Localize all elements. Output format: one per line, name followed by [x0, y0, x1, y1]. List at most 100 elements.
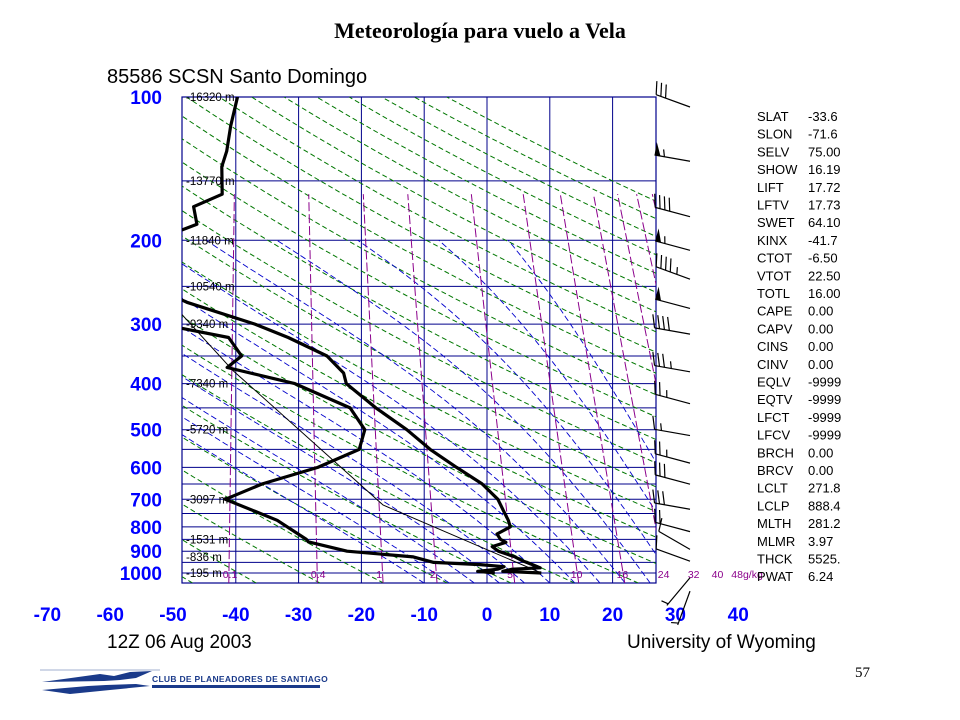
credit-label: University of Wyoming [627, 632, 816, 653]
pressure-tick-label: 500 [130, 421, 162, 442]
moist-adiabat-line [182, 352, 525, 583]
index-value: -9999 [808, 392, 841, 407]
mixing-ratio-line [308, 194, 318, 583]
mixing-ratio-label: 0.4 [311, 569, 326, 581]
plot-frame [181, 96, 657, 584]
temperature-profile-line [182, 97, 542, 575]
mixing-ratio-label: 16 [617, 569, 629, 581]
index-name: CAPV [757, 321, 793, 336]
page-number: 57 [855, 665, 870, 681]
slide-title: Meteorología para vuelo a Vela [334, 18, 626, 43]
dry-adiabat-line [218, 97, 656, 333]
pressure-tick-label: 700 [130, 490, 162, 511]
mixing-ratio-label: 24 [658, 569, 670, 581]
wind-barb [671, 590, 691, 626]
mixing-ratio-line [636, 194, 656, 287]
glider-logo-icon [40, 669, 160, 694]
index-name: THCK [757, 552, 793, 567]
index-value: -9999 [808, 375, 841, 390]
index-name: SLAT [757, 109, 789, 124]
pressure-tick-label: 400 [130, 375, 162, 396]
chart-title: 85586 SCSN Santo Domingo [107, 66, 367, 88]
temperature-tick-label: 0 [482, 605, 493, 626]
mixing-ratio-label: 10 [571, 569, 583, 581]
wind-barb [661, 577, 691, 606]
dry-adiabat-line [182, 316, 656, 565]
index-name: LFTV [757, 198, 789, 213]
index-value: 0.00 [808, 463, 833, 478]
temperature-tick-label: 30 [665, 605, 686, 626]
height-label: -1531 m [186, 534, 228, 546]
height-label: -16320 m [186, 92, 235, 104]
wind-barbs [652, 81, 691, 626]
index-name: KINX [757, 233, 788, 248]
index-value: -9999 [808, 410, 841, 425]
logo-text: CLUB DE PLANEADORES DE SANTIAGO [152, 674, 328, 684]
height-label: -10540 m [186, 281, 235, 293]
dry-adiabat-line [182, 235, 656, 488]
index-name: SWET [757, 215, 795, 230]
stability-indices-table: SLAT -33.6 SLON -71.6 SELV 75.00 SHOW 16.19 LIFT… [757, 109, 841, 584]
index-value: 0.00 [808, 321, 833, 336]
index-value: -41.7 [808, 233, 838, 248]
mixing-ratio-line [228, 194, 235, 583]
wind-barb [658, 518, 691, 550]
index-value: 17.73 [808, 198, 841, 213]
height-label: -195 m [186, 568, 222, 580]
index-value: 6.24 [808, 569, 833, 584]
wind-barb [655, 286, 691, 310]
dry-adiabat-line [182, 288, 656, 538]
mixing-ratio-line [362, 194, 384, 583]
index-name: SELV [757, 144, 790, 159]
club-logo: CLUB DE PLANEADORES DE SANTIAGO [40, 669, 328, 694]
wind-barb [652, 415, 691, 437]
wind-barb [654, 193, 691, 218]
time-label: 12Z 06 Aug 2003 [107, 632, 252, 653]
wind-barb [652, 314, 691, 335]
mixing-ratio-label: 2 [430, 569, 436, 581]
temperature-tick-label: 10 [539, 605, 560, 626]
mixing-ratio-line [592, 194, 656, 532]
index-name: LCLP [757, 498, 790, 513]
wind-barb [652, 489, 691, 510]
dry-adiabat-line [316, 97, 656, 274]
sounding-profiles [182, 97, 542, 575]
wind-barb [654, 142, 691, 162]
moist-adiabat-line [182, 297, 576, 583]
temperature-tick-label: -60 [96, 605, 123, 626]
moist-adiabat-line [182, 263, 601, 583]
pressure-tick-label: 200 [130, 231, 162, 252]
temperature-tick-label: -70 [34, 605, 61, 626]
wind-barb [655, 535, 691, 562]
temperature-tick-label: 20 [602, 605, 623, 626]
dry-adiabat-line [182, 436, 448, 583]
pressure-tick-label: 100 [130, 88, 162, 109]
index-name: CAPE [757, 304, 793, 319]
height-label: -9340 m [186, 319, 228, 331]
moist-adiabat-line [182, 397, 475, 583]
mixing-ratio-label: 1 [376, 569, 382, 581]
temperature-tick-label: -10 [410, 605, 437, 626]
mixing-ratio-label: 40 [712, 569, 724, 581]
temperature-tick-label: -30 [285, 605, 312, 626]
dewpoint-profile-line [182, 326, 506, 575]
temperature-tick-label: -40 [222, 605, 249, 626]
index-value: 3.97 [808, 534, 833, 549]
moist-adiabat-line [182, 326, 551, 583]
pressure-tick-label: 600 [130, 458, 162, 479]
pressure-tick-label: 800 [130, 518, 162, 539]
index-name: TOTL [757, 286, 790, 301]
index-name: BRCH [757, 445, 794, 460]
moist-adiabat-line [182, 376, 500, 583]
index-name: LCLT [757, 481, 788, 496]
index-value: 16.19 [808, 162, 841, 177]
index-value: 22.50 [808, 268, 841, 283]
pressure-tick-label: 1000 [120, 564, 162, 585]
wind-barb [654, 461, 691, 485]
index-name: CINV [757, 357, 788, 372]
height-label: -5720 m [186, 425, 228, 437]
wind-barb [655, 81, 691, 108]
index-name: CTOT [757, 251, 792, 266]
index-value: -33.6 [808, 109, 838, 124]
